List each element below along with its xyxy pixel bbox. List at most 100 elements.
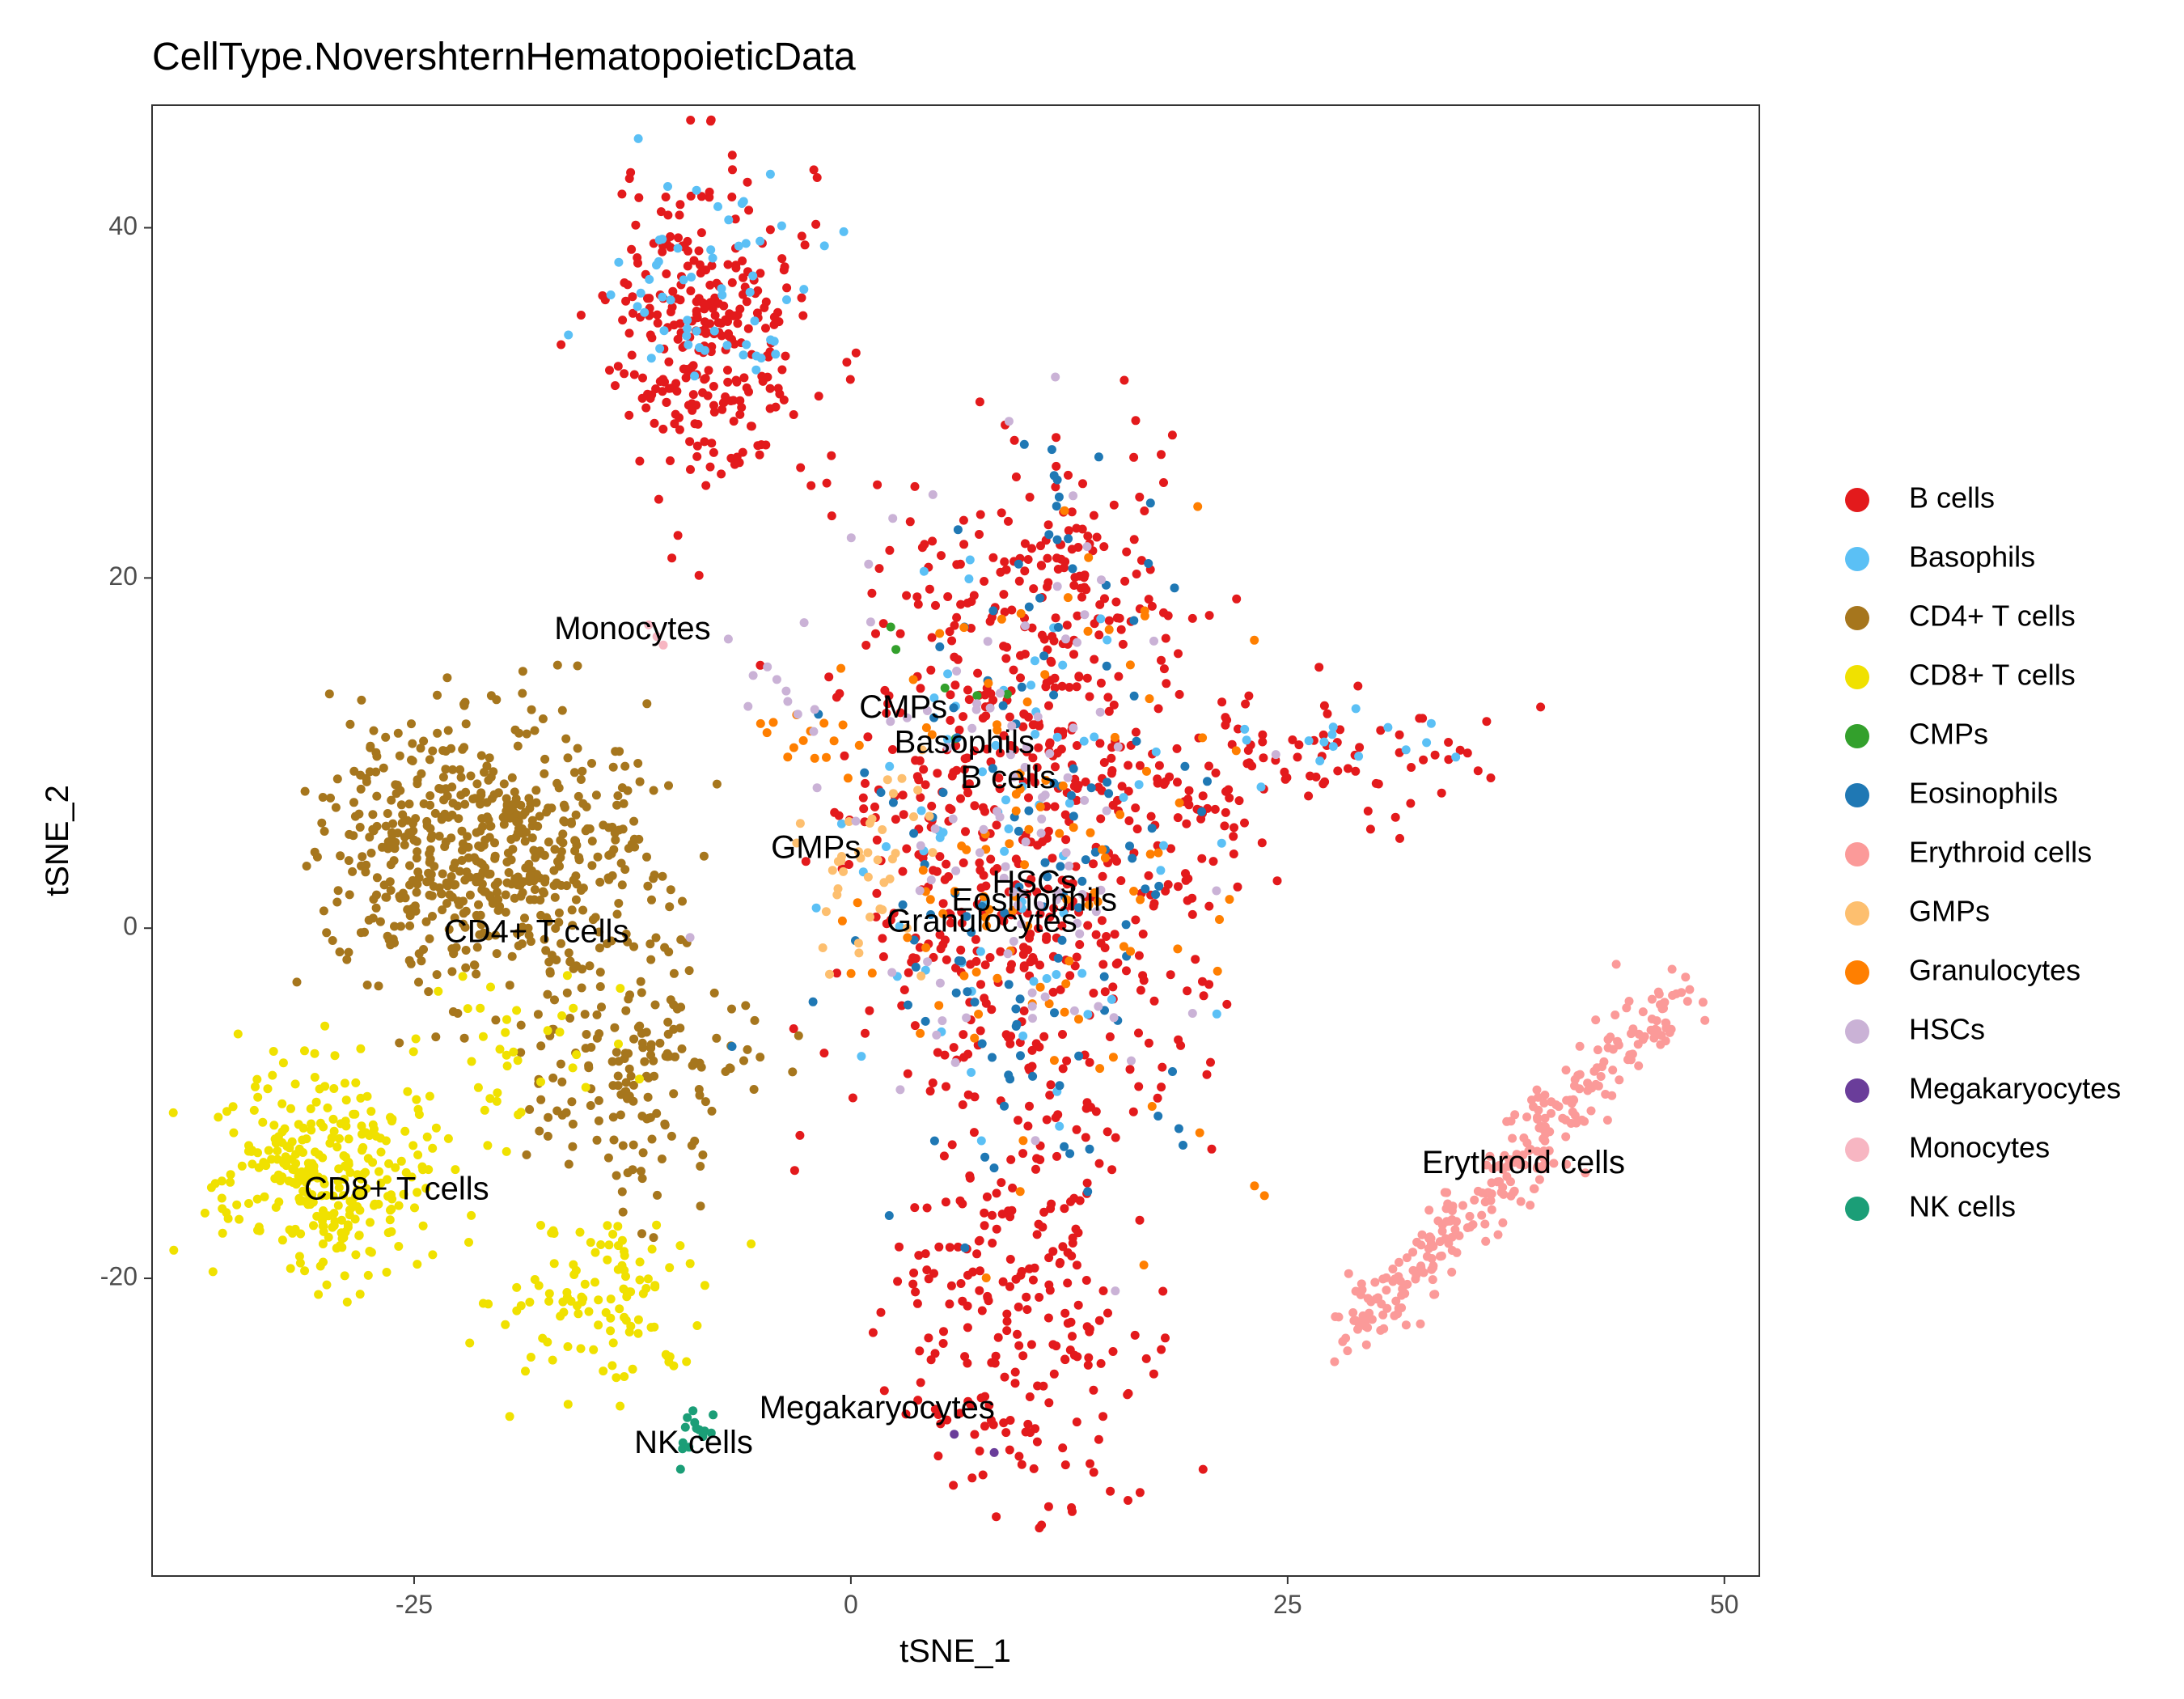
data-point xyxy=(623,1094,632,1104)
data-point xyxy=(1532,1163,1542,1173)
data-point xyxy=(1685,985,1695,994)
data-point xyxy=(985,703,995,713)
data-point xyxy=(723,366,732,375)
cluster-label-cmps: CMPs xyxy=(859,689,947,725)
data-point xyxy=(1355,743,1365,752)
data-point xyxy=(1049,904,1059,913)
data-point xyxy=(925,584,934,594)
data-point xyxy=(520,913,529,923)
series-cd4plus-t-cells xyxy=(292,660,803,1243)
data-point xyxy=(1153,848,1163,858)
data-point xyxy=(646,955,656,964)
data-point xyxy=(684,1443,694,1452)
cluster-label-erythroid-cells: Erythroid cells xyxy=(1422,1145,1625,1180)
data-point xyxy=(1234,724,1242,734)
legend-item-hscs: HSCs xyxy=(1845,1013,1985,1046)
data-point xyxy=(725,309,734,319)
data-point xyxy=(819,1049,829,1058)
data-point xyxy=(669,1089,679,1099)
data-point xyxy=(1011,790,1021,799)
data-point xyxy=(727,278,737,287)
data-point xyxy=(1272,876,1282,886)
data-point xyxy=(398,888,408,898)
data-point xyxy=(1354,752,1364,761)
data-point xyxy=(1141,884,1150,894)
data-point xyxy=(1081,585,1091,595)
data-point xyxy=(615,1304,624,1314)
data-point xyxy=(1019,943,1028,952)
data-point xyxy=(1544,1146,1554,1155)
data-point xyxy=(425,890,434,900)
data-point xyxy=(1060,1354,1069,1364)
data-point xyxy=(783,752,793,762)
data-point xyxy=(525,1104,535,1114)
data-point xyxy=(895,629,905,638)
data-point xyxy=(672,387,682,396)
data-point xyxy=(1187,893,1197,903)
data-point xyxy=(667,303,677,311)
data-point xyxy=(387,1227,396,1236)
data-point xyxy=(898,900,908,909)
data-point xyxy=(723,634,733,644)
data-point xyxy=(1242,735,1251,745)
data-point xyxy=(1212,886,1221,896)
data-point xyxy=(678,896,687,906)
data-point xyxy=(1229,832,1238,841)
data-point xyxy=(731,263,741,273)
data-point xyxy=(1072,741,1081,750)
data-point xyxy=(320,827,329,836)
data-point xyxy=(1657,1031,1666,1040)
data-point xyxy=(300,1046,309,1056)
data-point xyxy=(1027,623,1037,633)
data-point xyxy=(687,273,696,282)
data-point xyxy=(695,1091,705,1100)
data-point xyxy=(643,1092,653,1102)
data-point xyxy=(1444,738,1454,747)
data-point xyxy=(887,854,897,864)
data-point xyxy=(739,290,747,299)
data-point xyxy=(1058,1064,1068,1074)
data-point xyxy=(1538,1124,1547,1133)
data-point xyxy=(614,1057,624,1066)
data-point xyxy=(1158,1286,1168,1296)
data-point xyxy=(513,1056,523,1066)
data-point xyxy=(612,800,622,810)
series-basophils xyxy=(564,133,1461,1146)
data-point xyxy=(1199,991,1208,1001)
data-point xyxy=(777,254,787,264)
data-point xyxy=(418,1221,428,1231)
data-point xyxy=(992,1512,1001,1522)
data-point xyxy=(1016,1051,1025,1061)
data-point xyxy=(605,366,614,375)
data-point xyxy=(1610,1011,1620,1019)
data-point xyxy=(1197,807,1207,816)
data-point xyxy=(438,905,447,915)
data-point xyxy=(556,1059,565,1069)
data-point xyxy=(953,525,963,535)
data-point xyxy=(1135,761,1145,770)
data-point xyxy=(930,824,940,833)
data-point xyxy=(839,227,849,236)
data-point xyxy=(662,269,671,278)
data-point xyxy=(447,872,456,881)
data-point xyxy=(604,823,614,833)
data-point xyxy=(1000,1372,1009,1382)
data-point xyxy=(1044,1398,1054,1408)
data-point xyxy=(638,1148,648,1158)
data-point xyxy=(1073,1228,1083,1238)
data-point xyxy=(1522,1138,1532,1148)
data-point xyxy=(472,779,482,789)
data-point xyxy=(661,193,671,201)
data-point xyxy=(1005,1416,1015,1425)
data-point xyxy=(988,606,998,616)
data-point xyxy=(956,1279,966,1288)
data-point xyxy=(1424,1205,1434,1215)
data-point xyxy=(898,866,908,876)
data-point xyxy=(613,791,623,801)
data-point xyxy=(928,1078,938,1087)
data-point xyxy=(1353,1324,1362,1334)
data-point xyxy=(947,1140,957,1150)
data-point xyxy=(635,1074,644,1084)
data-point xyxy=(866,913,874,922)
data-point xyxy=(466,771,476,781)
